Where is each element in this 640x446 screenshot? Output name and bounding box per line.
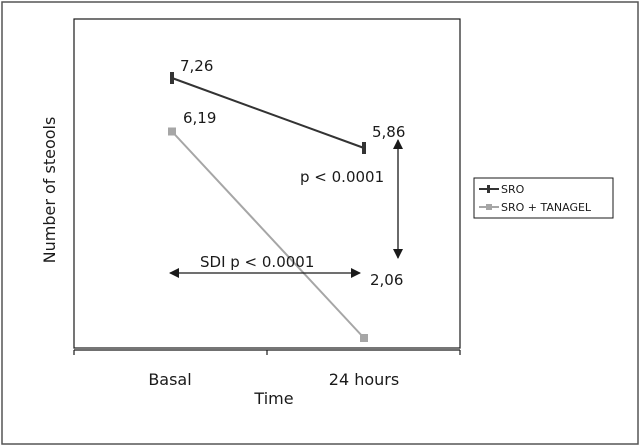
data-label-tanagel-24-hours: 2,06 <box>370 271 403 289</box>
data-label-tanagel-basal: 6,19 <box>183 109 216 127</box>
series-layer <box>168 72 368 342</box>
x-axis-title: Time <box>253 389 293 408</box>
legend-marker-tanagel <box>486 204 492 210</box>
series-line-sro <box>171 77 365 149</box>
data-label-sro-24-hours: 5,86 <box>372 123 405 141</box>
x-tick-label-24-hours: 24 hours <box>329 370 399 389</box>
data-point-tanagel-24-hours <box>360 334 368 342</box>
legend-box <box>473 177 614 219</box>
p-value-annotation: p < 0.0001 <box>300 168 384 186</box>
x-tick-label-basal: Basal <box>148 370 191 389</box>
data-point-sro-24-hours <box>362 142 366 154</box>
legend-label-sro: SRO <box>501 183 525 196</box>
legend-marker-sro <box>487 185 490 193</box>
data-label-sro-basal: 7,26 <box>180 57 213 75</box>
y-axis-title: Number of steools <box>40 117 59 264</box>
legend: SRO SRO + TANAGEL <box>473 177 614 219</box>
plot-area-frame <box>73 18 461 349</box>
series-line-tanagel <box>171 130 365 339</box>
legend-label-tanagel: SRO + TANAGEL <box>501 201 592 214</box>
data-point-tanagel-basal <box>168 127 176 136</box>
sdi-annotation: SDI p < 0.0001 <box>200 253 314 271</box>
data-point-sro-basal <box>170 72 174 84</box>
